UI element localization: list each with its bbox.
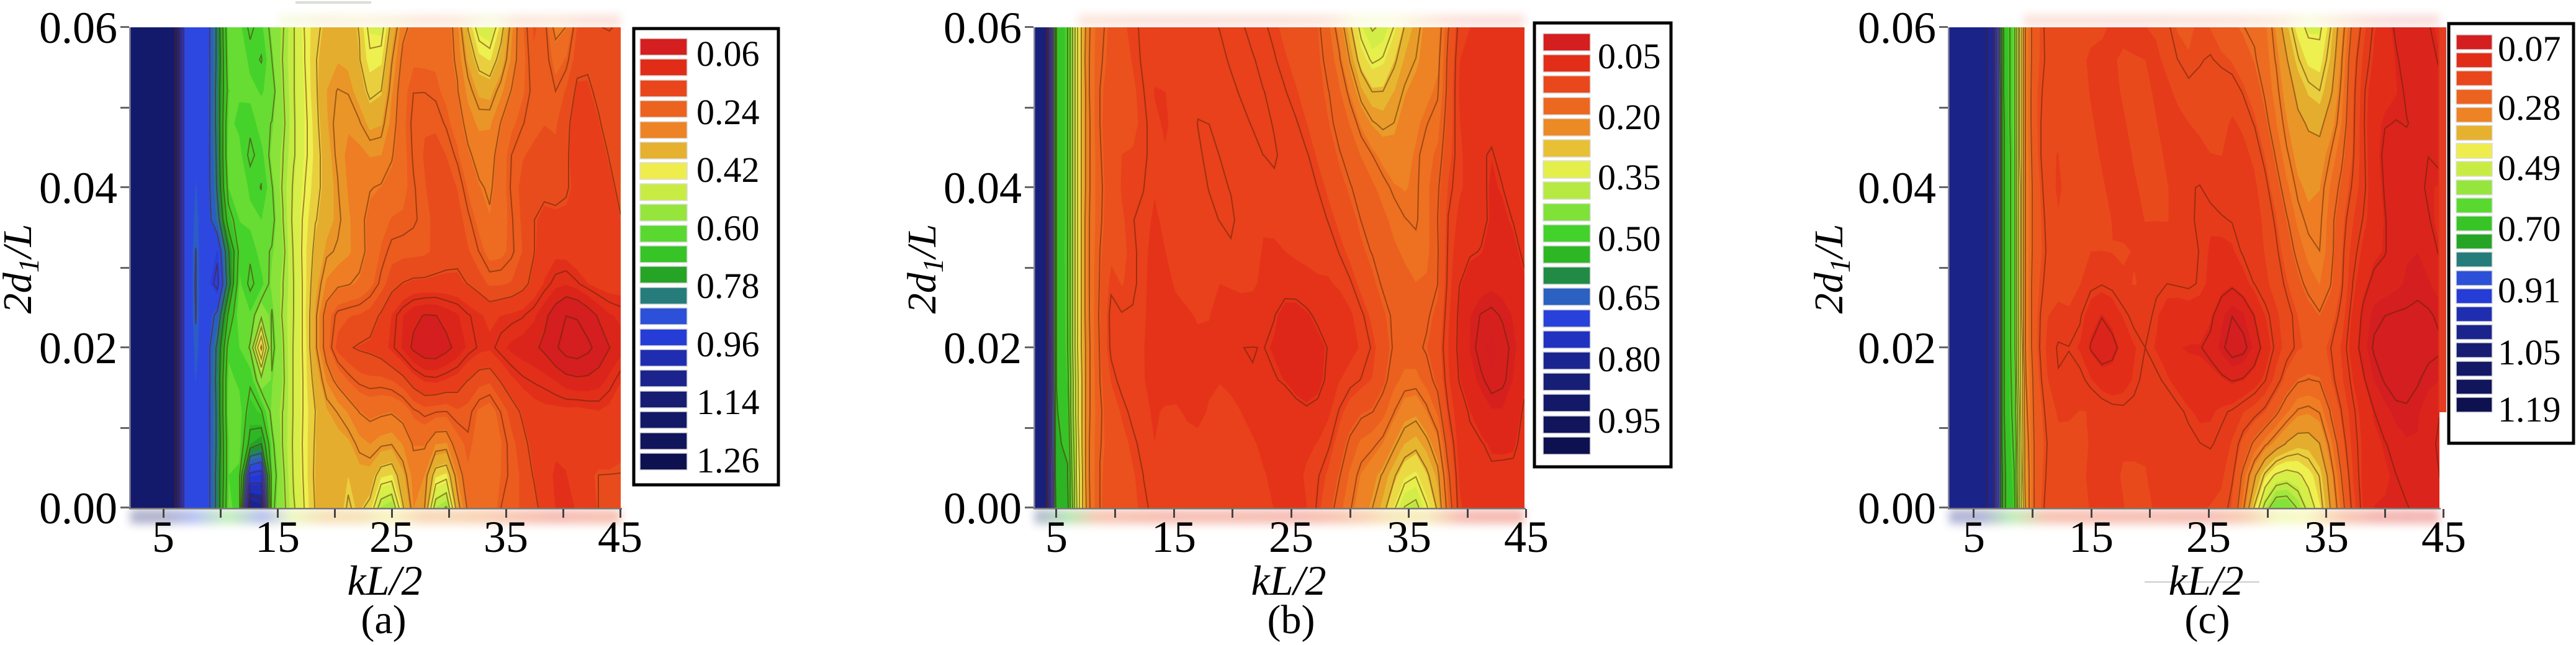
svg-text:0.60: 0.60: [696, 208, 760, 248]
svg-text:35: 35: [1387, 512, 1431, 562]
svg-text:(a): (a): [361, 597, 406, 643]
svg-text:45: 45: [2421, 512, 2466, 562]
svg-text:0.78: 0.78: [696, 266, 760, 306]
svg-text:5: 5: [152, 512, 174, 562]
svg-text:(c): (c): [2184, 597, 2230, 643]
svg-text:kL/2: kL/2: [348, 557, 423, 604]
svg-text:kL/2: kL/2: [1251, 557, 1326, 604]
svg-text:0.35: 0.35: [1598, 157, 1661, 197]
svg-text:0.28: 0.28: [2498, 88, 2561, 128]
svg-text:15: 15: [255, 512, 300, 562]
svg-text:0.00: 0.00: [39, 484, 117, 533]
svg-text:0.02: 0.02: [1858, 323, 1936, 373]
svg-text:2d1/L: 2d1/L: [0, 224, 45, 314]
svg-text:0.07: 0.07: [2498, 29, 2561, 69]
svg-text:0.20: 0.20: [1598, 97, 1661, 137]
svg-text:0.04: 0.04: [943, 163, 1022, 213]
svg-text:0.00: 0.00: [1858, 484, 1936, 533]
svg-text:0.04: 0.04: [1858, 163, 1936, 213]
svg-text:35: 35: [2304, 512, 2349, 562]
svg-text:5: 5: [1963, 512, 1985, 562]
svg-text:25: 25: [369, 512, 414, 562]
svg-text:0.65: 0.65: [1598, 277, 1661, 318]
svg-text:45: 45: [598, 512, 642, 562]
svg-text:0.02: 0.02: [39, 323, 117, 373]
svg-text:25: 25: [1269, 512, 1313, 562]
svg-text:0.06: 0.06: [696, 34, 760, 74]
svg-text:35: 35: [484, 512, 528, 562]
svg-text:0.05: 0.05: [1598, 36, 1661, 76]
svg-text:(b): (b): [1268, 597, 1315, 643]
svg-text:1.19: 1.19: [2498, 389, 2561, 430]
svg-text:15: 15: [2069, 512, 2114, 562]
svg-text:kL/2: kL/2: [2169, 557, 2244, 604]
svg-text:0.02: 0.02: [943, 323, 1022, 373]
svg-text:0.04: 0.04: [39, 163, 117, 213]
svg-text:0.80: 0.80: [1598, 339, 1661, 379]
svg-text:0.91: 0.91: [2498, 270, 2561, 310]
svg-text:25: 25: [2186, 512, 2231, 562]
svg-text:0.06: 0.06: [1858, 3, 1936, 53]
svg-text:0.50: 0.50: [1598, 219, 1661, 259]
svg-text:0.42: 0.42: [696, 150, 760, 190]
svg-text:0.06: 0.06: [943, 3, 1022, 53]
svg-text:45: 45: [1504, 512, 1549, 562]
svg-text:1.26: 1.26: [696, 440, 760, 480]
svg-text:0.24: 0.24: [696, 92, 760, 132]
svg-text:0.70: 0.70: [2498, 209, 2561, 249]
svg-text:1.05: 1.05: [2498, 332, 2561, 372]
svg-text:1.14: 1.14: [696, 382, 760, 422]
svg-text:0.06: 0.06: [39, 3, 117, 53]
svg-text:0.95: 0.95: [1598, 400, 1661, 441]
svg-text:5: 5: [1045, 512, 1068, 562]
svg-text:0.96: 0.96: [696, 324, 760, 364]
svg-text:0.00: 0.00: [943, 484, 1022, 533]
svg-text:15: 15: [1151, 512, 1196, 562]
svg-text:0.49: 0.49: [2498, 148, 2561, 188]
